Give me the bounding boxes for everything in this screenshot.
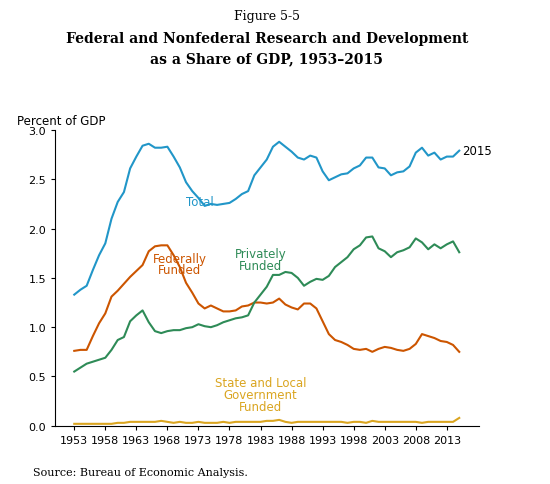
Text: Percent of GDP: Percent of GDP — [17, 115, 106, 128]
Text: Source: Bureau of Economic Analysis.: Source: Bureau of Economic Analysis. — [33, 467, 248, 477]
Text: 2015: 2015 — [463, 145, 492, 158]
Text: Federally: Federally — [153, 252, 207, 265]
Text: Government: Government — [224, 388, 298, 401]
Text: Funded: Funded — [239, 259, 282, 272]
Text: Figure 5-5: Figure 5-5 — [234, 10, 300, 23]
Text: Funded: Funded — [158, 264, 201, 277]
Text: Privately: Privately — [235, 247, 287, 260]
Text: Funded: Funded — [239, 400, 282, 413]
Text: State and Local: State and Local — [215, 376, 306, 389]
Text: as a Share of GDP, 1953–2015: as a Share of GDP, 1953–2015 — [150, 52, 383, 66]
Text: Federal and Nonfederal Research and Development: Federal and Nonfederal Research and Deve… — [65, 31, 468, 45]
Text: Total: Total — [186, 196, 214, 209]
